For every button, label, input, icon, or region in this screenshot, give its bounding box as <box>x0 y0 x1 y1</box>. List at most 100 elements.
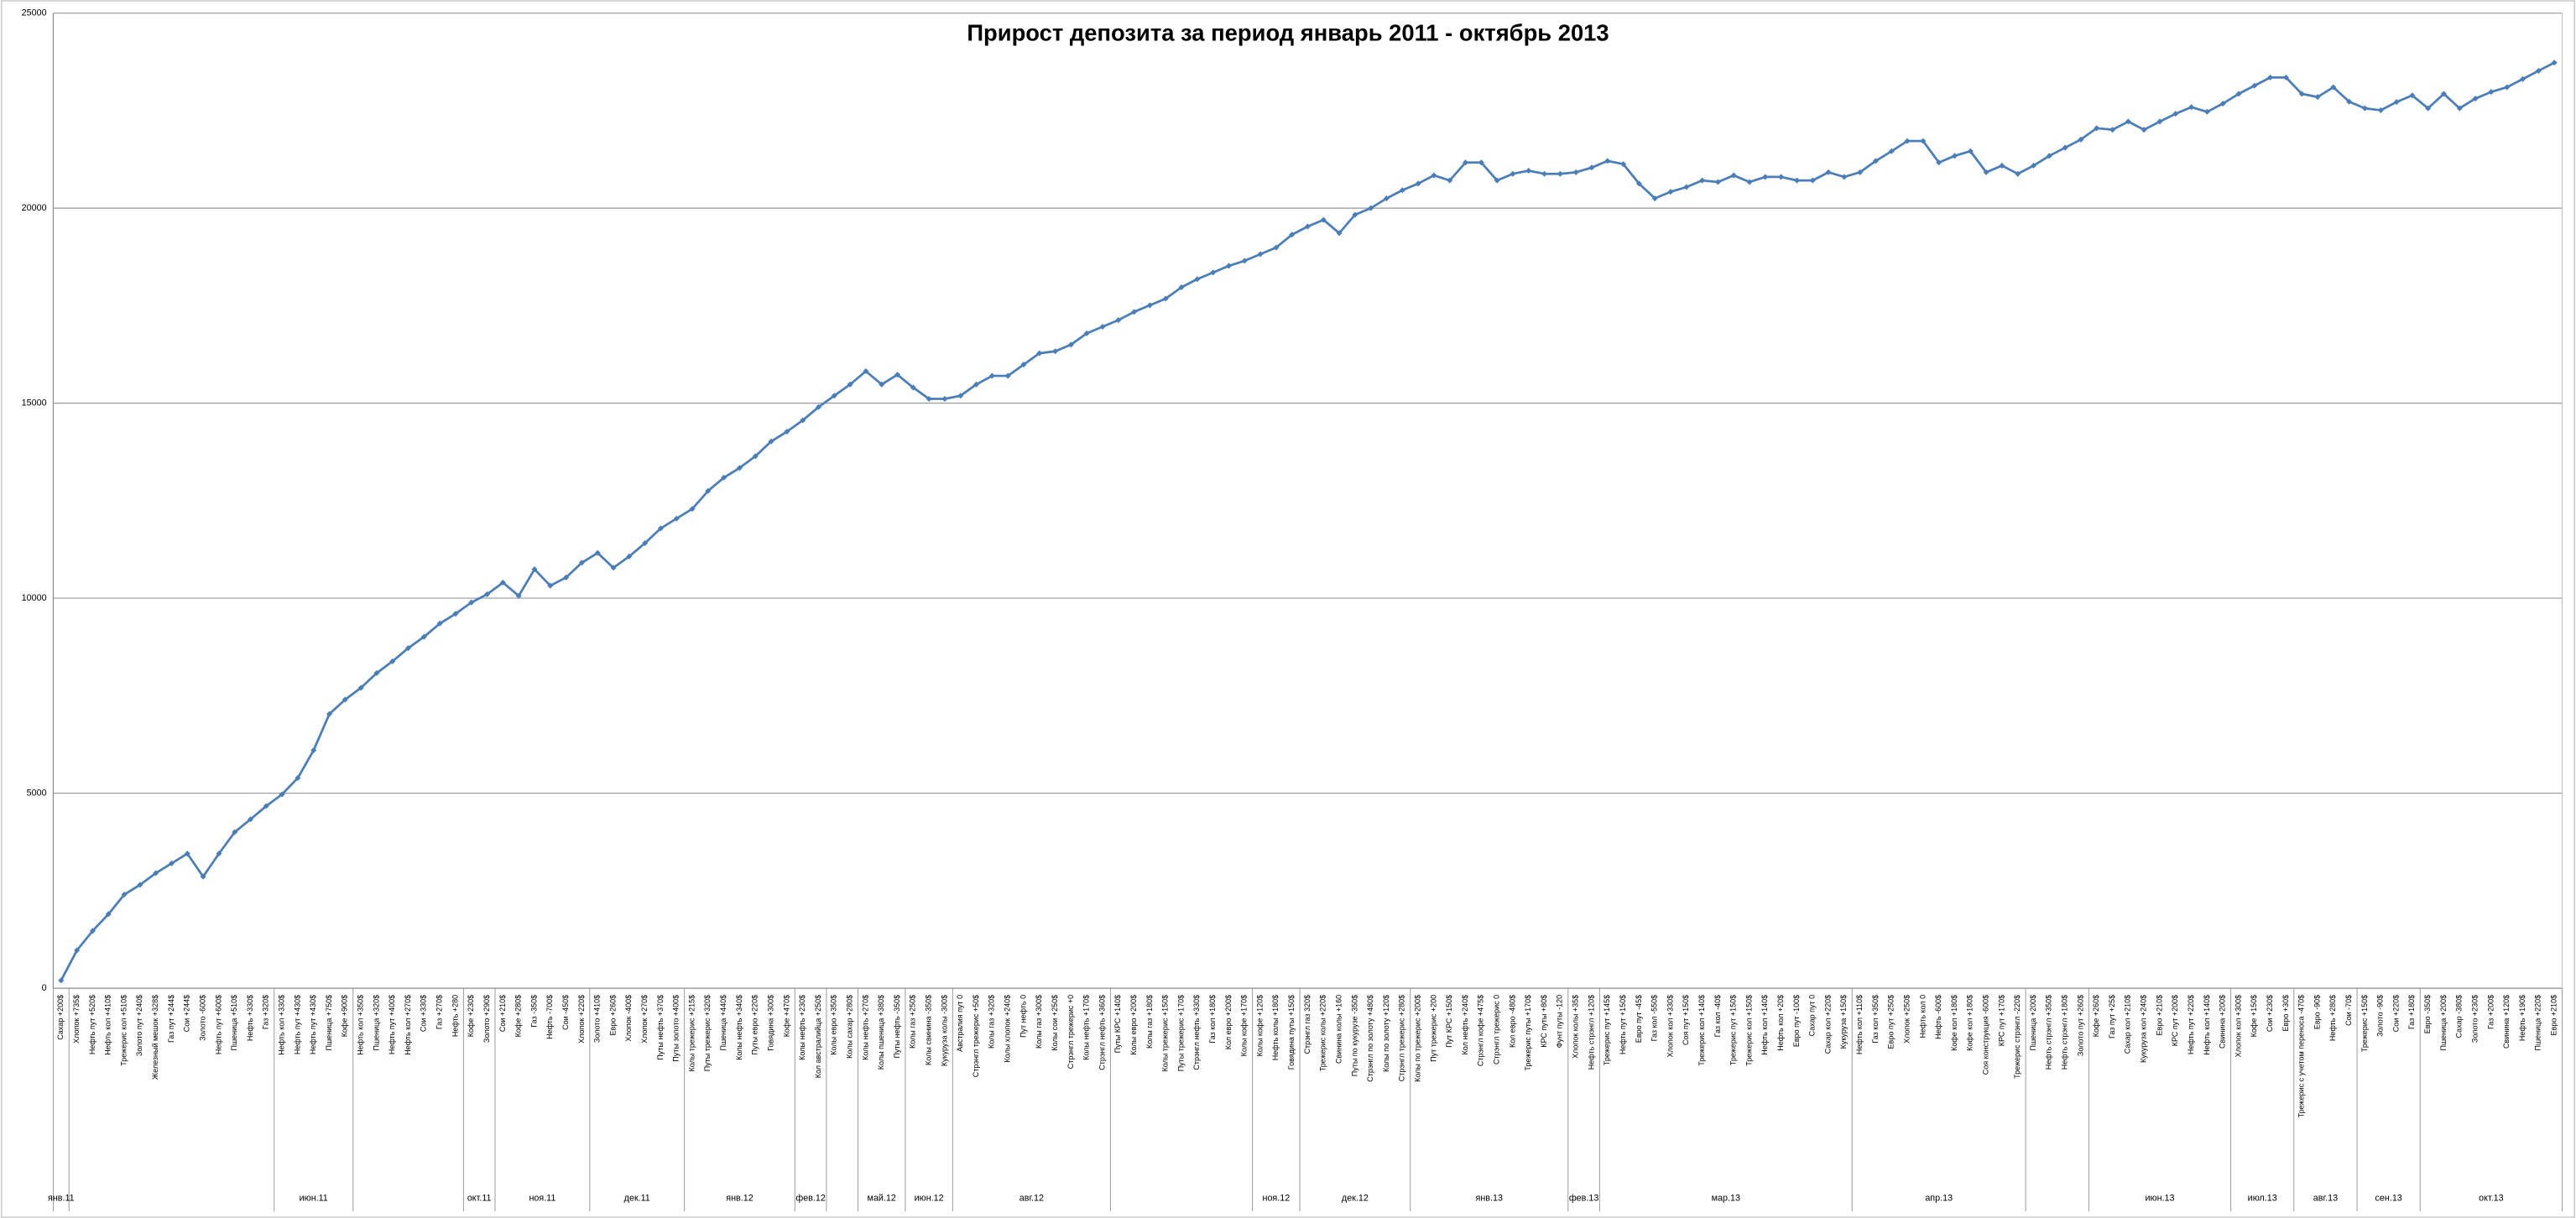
data-point <box>2267 74 2274 81</box>
x-tick-label: Трежерис +150$ <box>2360 995 2369 1052</box>
data-point <box>879 381 885 388</box>
y-tick-label: 5000 <box>27 788 47 798</box>
x-tick-label: Стрэнгл трежерис 0 <box>1493 995 1501 1064</box>
x-tick-label: Кукуруза +150$ <box>1839 995 1848 1049</box>
x-tick-label: Пшеница +510$ <box>230 995 238 1051</box>
data-point <box>1304 223 1311 230</box>
data-point <box>784 429 790 435</box>
data-point <box>168 860 175 867</box>
data-point <box>2472 95 2479 102</box>
y-tick-label: 0 <box>42 983 47 993</box>
month-label: дек.11 <box>624 1193 650 1203</box>
data-point <box>563 574 570 580</box>
x-tick-label: Нефть пут +400$ <box>388 995 396 1054</box>
data-point <box>657 525 664 532</box>
x-tick-label: Золото +290$ <box>482 995 491 1043</box>
x-tick-label: Трежерис стрэнгл -220$ <box>2013 995 2021 1079</box>
x-tick-label: Пут трежерис +200 <box>1429 995 1437 1062</box>
x-tick-label: Путы нефть +370$ <box>656 995 665 1060</box>
x-tick-label: Евро пут +250$ <box>1887 995 1895 1049</box>
data-point <box>610 565 617 571</box>
data-point <box>1083 330 1090 336</box>
x-tick-label: Нефть кол +140$ <box>2203 995 2211 1055</box>
data-point <box>1146 302 1153 309</box>
x-tick-label: Евро +260$ <box>608 995 617 1036</box>
data-point <box>499 579 506 586</box>
month-label: июл.13 <box>2248 1193 2277 1203</box>
x-tick-label: Нефть +190$ <box>2518 995 2526 1041</box>
data-point <box>736 465 743 471</box>
x-tick-label: Нефть стрэнгл +180$ <box>2061 995 2069 1070</box>
month-label: ноя.12 <box>1263 1193 1291 1203</box>
x-tick-label: Сои +230$ <box>2266 995 2274 1032</box>
x-tick-label: Кофе +260$ <box>2092 995 2100 1037</box>
data-point <box>373 669 380 676</box>
x-tick-label: Евро -90$ <box>2313 995 2321 1029</box>
data-point <box>673 515 680 522</box>
x-tick-label: Трежерис путы +170$ <box>1524 995 1532 1071</box>
data-point <box>2156 118 2163 125</box>
x-tick-label: Нефть кол +350$ <box>357 995 365 1055</box>
x-tick-label: Кол евро +200$ <box>1224 995 1233 1049</box>
x-tick-label: Сои +210$ <box>498 995 507 1032</box>
data-point <box>200 873 206 880</box>
x-tick-label: Пшеница +200$ <box>2029 995 2037 1051</box>
data-point <box>2456 105 2463 112</box>
x-tick-label: Колы кофе +120$ <box>1255 995 1264 1057</box>
data-point <box>1162 295 1169 302</box>
month-label: июн.12 <box>915 1193 944 1203</box>
x-tick-label: Колы хлопок +240$ <box>1004 995 1012 1063</box>
data-point <box>2141 127 2147 133</box>
data-point <box>2314 94 2321 101</box>
data-point <box>847 381 853 388</box>
data-point <box>1225 263 1232 269</box>
x-tick-label: Хлопок кол +300$ <box>2234 995 2242 1058</box>
data-point <box>2094 125 2100 132</box>
x-tick-label: Нефть -600$ <box>1934 995 1942 1039</box>
data-point <box>941 395 948 403</box>
y-tick-label: 20000 <box>22 203 47 213</box>
data-point <box>515 592 522 599</box>
x-tick-label: Говядина +300$ <box>766 995 774 1051</box>
x-tick-label: Нефть кол 0 <box>1918 995 1927 1038</box>
x-tick-label: Золото пут +240$ <box>135 995 143 1056</box>
data-point <box>2109 127 2116 133</box>
x-tick-label: Евро +30$ <box>2281 995 2290 1032</box>
data-point <box>2188 104 2195 111</box>
data-point <box>153 870 159 877</box>
data-point <box>1620 161 1627 168</box>
x-tick-label: Путы КРС +140$ <box>1113 995 1122 1053</box>
x-tick-label: Сои +330$ <box>420 995 428 1032</box>
data-point <box>973 381 980 388</box>
x-tick-label: Золото +230$ <box>2470 995 2479 1043</box>
x-tick-label: Австралия пут 0 <box>956 995 964 1052</box>
data-point <box>389 658 396 664</box>
x-tick-label: Нефть кол +140$ <box>1760 995 1769 1055</box>
data-point <box>2046 153 2052 159</box>
x-tick-label: Сои -450$ <box>561 995 570 1030</box>
x-tick-label: Нефть стрэнгл +120$ <box>1587 995 1595 1070</box>
x-tick-label: Газ кол +180$ <box>1208 995 1217 1044</box>
x-tick-label: Путы трежерис +320$ <box>703 995 712 1071</box>
x-tick-label: Кол евро -480$ <box>1508 995 1516 1048</box>
x-tick-label: Стрэнгл трежерис +0 <box>1066 995 1075 1069</box>
x-tick-label: Колы трежерис +150$ <box>1161 995 1170 1072</box>
x-tick-label: Стрэнгл нефть +330$ <box>1192 995 1201 1070</box>
month-label: дек.12 <box>1342 1193 1369 1203</box>
x-tick-label: Говядина путы +150$ <box>1287 995 1296 1070</box>
month-label: фев.13 <box>1569 1193 1598 1203</box>
x-tick-label: Кол австралийца +250$ <box>814 995 822 1078</box>
x-tick-label: Кофе кол +180$ <box>1966 995 1974 1051</box>
x-tick-label: Колы евро +200$ <box>1129 995 1138 1055</box>
data-point <box>216 851 222 857</box>
data-point <box>1936 159 1942 166</box>
x-tick-label: Колы нефть +170$ <box>1082 995 1091 1060</box>
month-label: июн.13 <box>2146 1193 2175 1203</box>
x-tick-label: Золото пут +260$ <box>2076 995 2084 1056</box>
month-label: апр.13 <box>1925 1193 1953 1203</box>
x-tick-label: Колы газ +300$ <box>1035 995 1043 1049</box>
data-point <box>2172 111 2179 117</box>
data-point <box>1478 159 1484 166</box>
data-point <box>1020 362 1027 368</box>
